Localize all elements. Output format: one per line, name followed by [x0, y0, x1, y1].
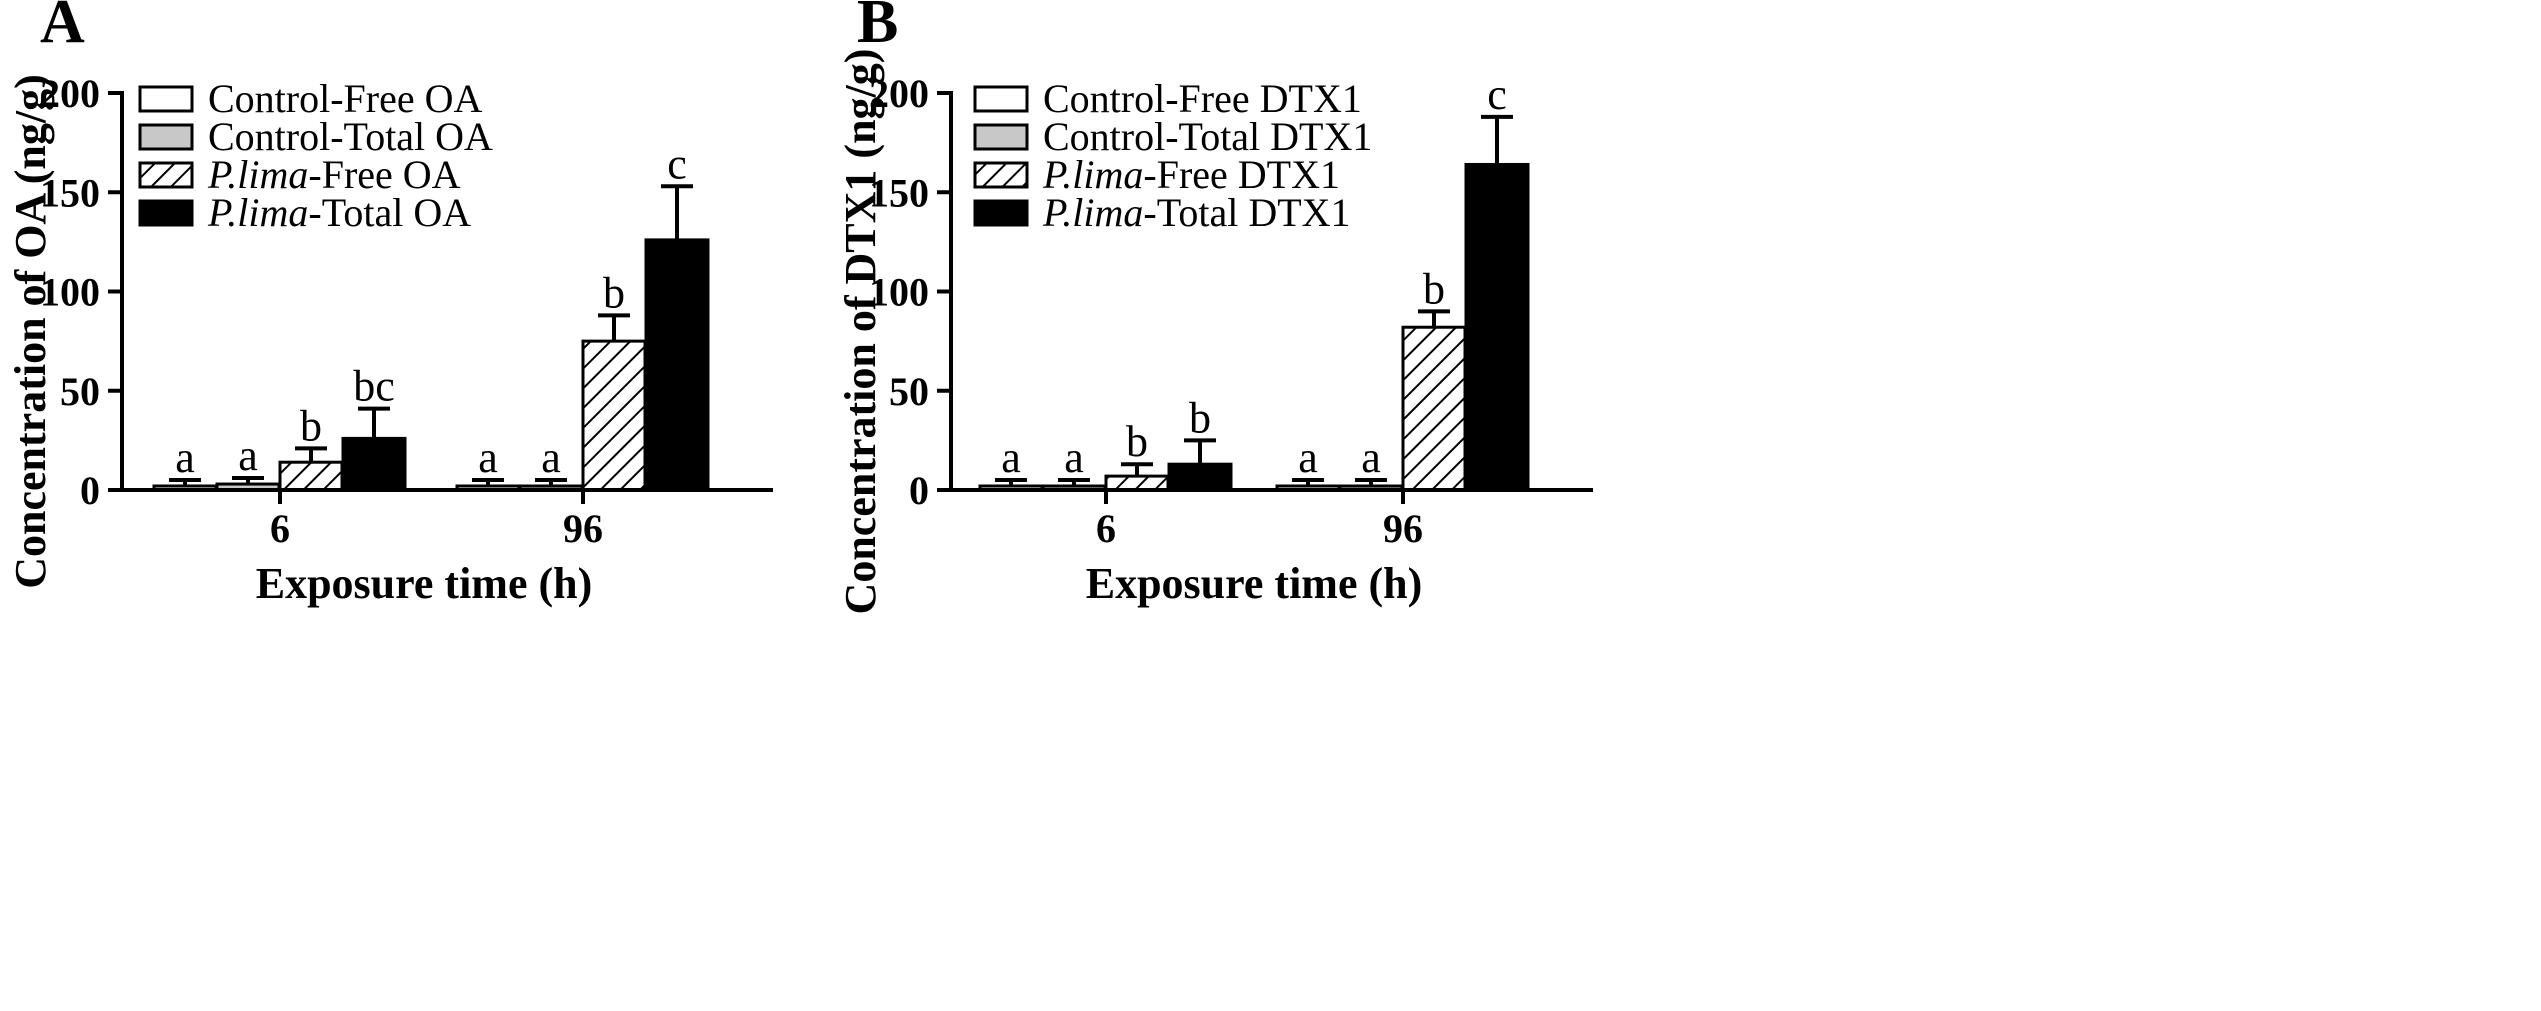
panel-a-sig-label-1-1: a — [541, 433, 561, 482]
panel-a-legend-label-text-1: Control-Total OA — [208, 114, 493, 159]
panel-a-sig-label-2-0: b — [300, 401, 322, 450]
panel-a-legend-label-italic-2: P.lima — [207, 152, 308, 197]
panel-b-legend-label-2: P.lima-Free DTX1 — [1042, 152, 1340, 197]
panel-b-y-tick-label: 200 — [869, 71, 929, 116]
panel-a-legend-label-3: P.lima-Total OA — [207, 190, 471, 235]
panel-a-x-tick-label: 96 — [563, 506, 603, 551]
panel-b-sig-label-2-0: b — [1126, 417, 1148, 466]
panel-b-sig-label-3-1: c — [1487, 70, 1507, 119]
panel-b-legend-swatch-2 — [973, 161, 1029, 189]
panel-b-legend-label-italic-2: P.lima — [1042, 152, 1143, 197]
panel-b-legend-swatch-0 — [973, 85, 1029, 113]
panel-b-bar-hatch-6 — [1104, 474, 1170, 492]
panel-a-sig-label-3-1: c — [667, 139, 687, 188]
panel-b-legend-swatch-3 — [973, 199, 1029, 227]
panel-a-legend-swatch-0 — [138, 85, 194, 113]
panel-b-sig-label-0-0: a — [1001, 433, 1021, 482]
panel-a-sig-label-0-0: a — [175, 433, 195, 482]
panel-a-legend-label-italic-3: P.lima — [207, 190, 308, 235]
panel-b-x-axis-title: Exposure time (h) — [1086, 559, 1423, 608]
panel-a-y-tick-label: 50 — [60, 369, 100, 414]
panel-a-legend-label-text-2: -Free OA — [308, 152, 460, 197]
panel-b-sig-label-1-0: a — [1064, 433, 1084, 482]
panel-a-legend-swatch-1 — [138, 123, 194, 151]
panel-b-y-tick-label: 100 — [869, 270, 929, 315]
panel-b-sig-label-0-1: a — [1298, 433, 1318, 482]
panel-a: A Concentration of OA (ng/g) Exposure time… — [6, 0, 773, 608]
panel-a-legend-label-0: Control-Free OA — [208, 76, 483, 121]
panel-a-y-tick-label: 100 — [40, 270, 100, 315]
panel-b-legend-label-1: Control-Total DTX1 — [1043, 114, 1372, 159]
panel-a-x-axis-title: Exposure time (h) — [256, 559, 593, 608]
panel-b-y-tick-label: 150 — [869, 170, 929, 215]
panel-b-sig-label-3-0: b — [1189, 393, 1211, 442]
panel-b-y-tick-label: 50 — [889, 369, 929, 414]
panel-b-legend-swatch-1 — [973, 123, 1029, 151]
panel-a-y-tick-label: 0 — [80, 468, 100, 513]
panel-b-bar-black-6 — [1167, 462, 1233, 492]
panel-a-letter: A — [40, 0, 85, 56]
panel-a-legend-label-2: P.lima-Free OA — [207, 152, 461, 197]
panel-a-bar-hatch-96 — [581, 339, 647, 492]
panel-b-legend-label-text-2: -Free DTX1 — [1143, 152, 1340, 197]
panel-a-bar-hatch-6 — [278, 460, 344, 492]
panel-b-sig-label-1-1: a — [1361, 433, 1381, 482]
panel-a-legend-label-1: Control-Total OA — [208, 114, 493, 159]
panel-b-legend-label-text-0: Control-Free DTX1 — [1043, 76, 1362, 121]
panel-b-legend-label-0: Control-Free DTX1 — [1043, 76, 1362, 121]
panel-a-sig-label-2-1: b — [603, 268, 625, 317]
panel-a-sig-label-1-0: a — [238, 431, 258, 480]
panel-b-y-axis-title: Concentration of DTX1 (ng/g) — [836, 49, 885, 615]
panel-a-legend-swatch-2 — [138, 161, 194, 189]
panel-a-y-tick-label: 200 — [40, 71, 100, 116]
panel-a-bar-black-96 — [644, 238, 710, 492]
panel-b-x-tick-label: 6 — [1096, 506, 1116, 551]
panel-a-sig-label-0-1: a — [478, 433, 498, 482]
panel-b-sig-label-2-1: b — [1423, 264, 1445, 313]
panel-b-legend-label-text-3: -Total DTX1 — [1143, 190, 1350, 235]
panel-b-letter: B — [857, 0, 898, 56]
panel-a-legend-swatch-3 — [138, 199, 194, 227]
panel-b-legend-label-italic-3: P.lima — [1042, 190, 1143, 235]
panel-a-legend-label-text-0: Control-Free OA — [208, 76, 483, 121]
panel-b-x-tick-label: 96 — [1383, 506, 1423, 551]
panel-b-legend-label-text-1: Control-Total DTX1 — [1043, 114, 1372, 159]
panel-a-y-tick-label: 150 — [40, 170, 100, 215]
panel-b-y-tick-label: 0 — [909, 468, 929, 513]
panel-a-sig-label-3-0: bc — [353, 362, 395, 411]
panel-b-bar-hatch-96 — [1401, 325, 1467, 492]
panel-a-bar-black-6 — [341, 436, 407, 492]
panel-a-x-tick-label: 6 — [270, 506, 290, 551]
panel-a-y-axis-title: Concentration of OA (ng/g) — [6, 74, 55, 589]
panel-a-legend-label-text-3: -Total OA — [308, 190, 471, 235]
panel-b-legend-label-3: P.lima-Total DTX1 — [1042, 190, 1351, 235]
panel-b-bar-black-96 — [1464, 162, 1530, 492]
